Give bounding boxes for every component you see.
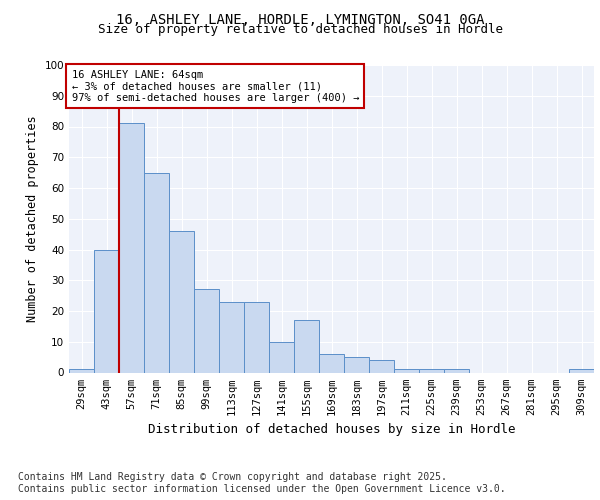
Bar [144,172,169,372]
Bar [194,290,219,372]
Bar [369,360,394,372]
Bar [319,354,344,372]
Bar [69,370,94,372]
Bar [119,124,144,372]
Bar [419,370,444,372]
Bar [344,357,369,372]
Text: 16 ASHLEY LANE: 64sqm
← 3% of detached houses are smaller (11)
97% of semi-detac: 16 ASHLEY LANE: 64sqm ← 3% of detached h… [71,70,359,103]
Bar [269,342,294,372]
Bar [294,320,319,372]
Bar [219,302,244,372]
X-axis label: Distribution of detached houses by size in Hordle: Distribution of detached houses by size … [148,423,515,436]
Bar [394,370,419,372]
Bar [444,370,469,372]
Text: Size of property relative to detached houses in Hordle: Size of property relative to detached ho… [97,24,503,36]
Bar [569,370,594,372]
Bar [244,302,269,372]
Y-axis label: Number of detached properties: Number of detached properties [26,116,39,322]
Text: Contains HM Land Registry data © Crown copyright and database right 2025.
Contai: Contains HM Land Registry data © Crown c… [18,472,506,494]
Text: 16, ASHLEY LANE, HORDLE, LYMINGTON, SO41 0GA: 16, ASHLEY LANE, HORDLE, LYMINGTON, SO41… [116,12,484,26]
Bar [169,231,194,372]
Bar [94,250,119,372]
